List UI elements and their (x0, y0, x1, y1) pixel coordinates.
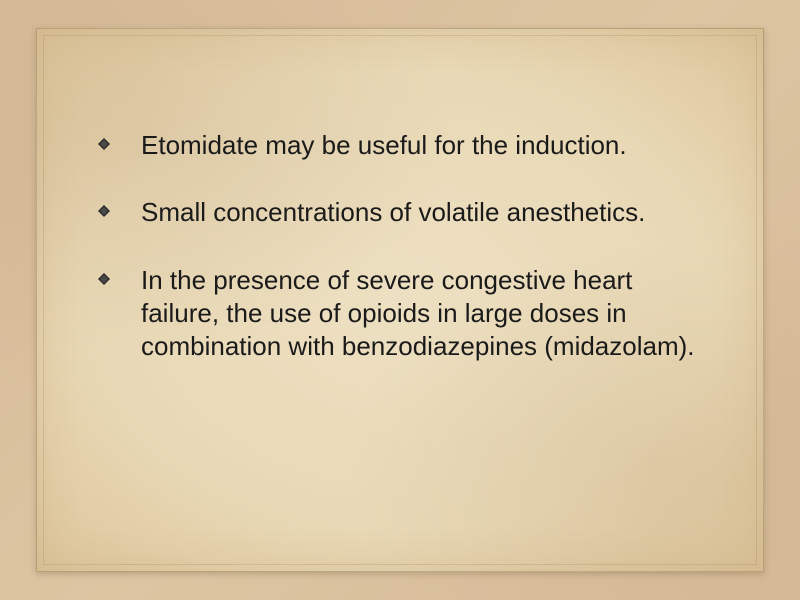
bullet-list: Etomidate may be useful for the inductio… (97, 129, 703, 363)
diamond-bullet-icon (97, 204, 111, 218)
diamond-bullet-icon (97, 272, 111, 286)
list-item: In the presence of severe congestive hea… (97, 264, 703, 364)
bullet-text: Small concentrations of volatile anesthe… (141, 197, 645, 227)
list-item: Etomidate may be useful for the inductio… (97, 129, 703, 162)
bullet-text: Etomidate may be useful for the inductio… (141, 130, 627, 160)
list-item: Small concentrations of volatile anesthe… (97, 196, 703, 229)
slide-content: Etomidate may be useful for the inductio… (97, 129, 703, 363)
bullet-text: In the presence of severe congestive hea… (141, 265, 695, 362)
diamond-bullet-icon (97, 137, 111, 151)
paper-card: Etomidate may be useful for the inductio… (36, 28, 764, 572)
